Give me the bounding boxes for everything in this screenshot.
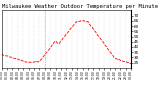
Text: Milwaukee Weather Outdoor Temperature per Minute (Last 24 Hours): Milwaukee Weather Outdoor Temperature pe… <box>2 4 160 9</box>
